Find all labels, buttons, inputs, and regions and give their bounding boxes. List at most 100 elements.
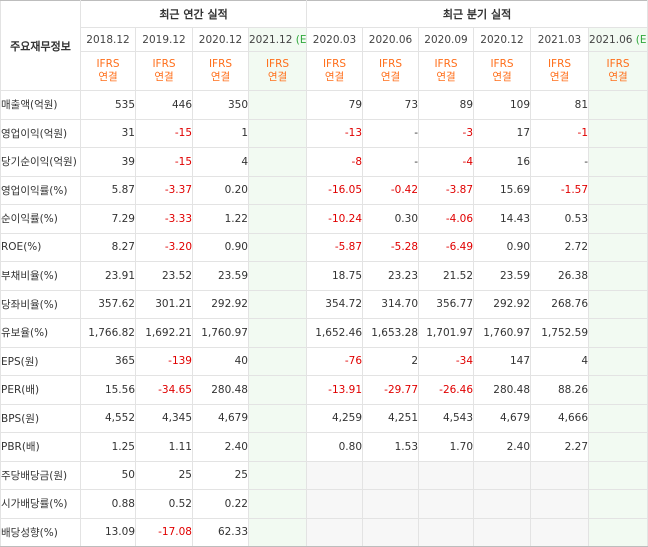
table-cell: 79 <box>306 90 364 120</box>
table-cell: -10.24 <box>306 204 364 234</box>
ifrs-standard: IFRS <box>322 58 347 70</box>
ifrs-label: IFRS 연결 <box>473 51 532 91</box>
ifrs-consolidated: 연결 <box>267 71 288 83</box>
ifrs-label: IFRS 연결 <box>192 51 249 91</box>
table-cell: 1,760.97 <box>192 318 249 348</box>
table-cell: 1 <box>192 118 249 148</box>
table-cell: 7.29 <box>80 204 136 234</box>
ifrs-label: IFRS 연결 <box>306 51 364 91</box>
period-date: 2021.12 <box>249 33 293 46</box>
period-header: 2021.12 (E) <box>247 27 308 52</box>
row-label: 주당배당금(원) <box>0 460 81 490</box>
period-header: 2020.12 <box>473 27 532 52</box>
table-cell <box>247 118 308 148</box>
ifrs-standard: IFRS <box>490 58 514 70</box>
table-row: PER(배) 15.56 -34.65 280.48 -13.91 -29.77 -26.4… <box>0 375 648 405</box>
table-row: 시가배당률(%) 0.88 0.52 0.22 <box>0 489 648 519</box>
table-cell: 73 <box>362 90 420 120</box>
ifrs-standard: IFRS <box>208 58 233 70</box>
table-cell: 4,679 <box>192 403 249 433</box>
table-cell <box>588 147 648 177</box>
table-cell: -17.08 <box>135 517 193 547</box>
table-cell <box>247 346 308 376</box>
ifrs-standard: IFRS <box>152 58 176 70</box>
table-cell <box>247 147 308 177</box>
estimate-tag: (E) <box>635 33 647 46</box>
ifrs-label: IFRS 연결 <box>418 51 475 91</box>
table-cell: -34 <box>418 346 475 376</box>
table-cell: -3.87 <box>418 175 475 205</box>
table-cell: - <box>362 147 420 177</box>
table-cell <box>247 204 308 234</box>
quarterly-group-header: 최근 분기 실적 <box>306 0 648 28</box>
ifrs-consolidated: 연결 <box>380 71 401 83</box>
ifrs-label: IFRS 연결 <box>135 51 193 91</box>
period-header: 2020.03 <box>306 27 364 52</box>
table-row: EPS(원) 365 -139 40 -76 2 -34 147 4 <box>0 346 648 376</box>
table-cell <box>588 517 648 547</box>
row-label: ROE(%) <box>0 232 81 262</box>
table-cell: 1.25 <box>80 432 136 462</box>
table-cell: 292.92 <box>473 289 532 319</box>
table-cell: 15.56 <box>80 375 136 405</box>
table-cell: 4 <box>530 346 590 376</box>
ifrs-standard: IFRS <box>265 58 290 70</box>
table-cell: 4,543 <box>418 403 475 433</box>
table-cell: -1 <box>530 118 590 148</box>
table-cell <box>418 460 475 490</box>
table-cell: 4,679 <box>473 403 532 433</box>
table-cell: -3.33 <box>135 204 193 234</box>
table-row: 영업이익(억원) 31 -15 1 -13- -3 17 -1 <box>0 118 648 148</box>
table-cell: 13.09 <box>80 517 136 547</box>
table-cell: 26.38 <box>530 261 590 291</box>
table-cell: - <box>530 147 590 177</box>
period-date: 2020.06 <box>368 33 413 46</box>
table-row: 당기순이익(억원) 39 -15 4 -8- -4 16- <box>0 147 648 177</box>
ifrs-standard: IFRS <box>378 58 403 70</box>
row-label: 매출액(억원) <box>0 90 81 120</box>
table-cell: 365 <box>80 346 136 376</box>
table-cell: 2.40 <box>473 432 532 462</box>
table-cell: 1,692.21 <box>135 318 193 348</box>
table-cell <box>588 346 648 376</box>
table-cell: 89 <box>418 90 475 120</box>
table-cell: 4,666 <box>530 403 590 433</box>
table-cell <box>306 489 364 519</box>
table-cell: -16.05 <box>306 175 364 205</box>
table-cell: 39 <box>80 147 136 177</box>
table-cell: 18.75 <box>306 261 364 291</box>
table-cell <box>530 517 590 547</box>
table-cell <box>247 289 308 319</box>
ifrs-consolidated: 연결 <box>549 71 570 83</box>
table-cell: 350 <box>192 90 249 120</box>
period-date: 2020.12 <box>198 33 243 46</box>
table-cell <box>588 489 648 519</box>
table-cell: -5.87 <box>306 232 364 262</box>
table-cell: 4,251 <box>362 403 420 433</box>
table-cell <box>362 460 420 490</box>
table-cell <box>247 375 308 405</box>
row-label: 순이익률(%) <box>0 204 81 234</box>
ifrs-consolidated: 연결 <box>210 71 231 83</box>
table-row: 주당배당금(원) 50 25 25 <box>0 460 648 490</box>
period-date: 2020.12 <box>480 33 524 46</box>
table-cell: 2.72 <box>530 232 590 262</box>
table-cell: -0.42 <box>362 175 420 205</box>
row-label: 영업이익(억원) <box>0 118 81 148</box>
table-cell: -13 <box>306 118 364 148</box>
table-cell: 16 <box>473 147 532 177</box>
table-cell: 25 <box>135 460 193 490</box>
ifrs-consolidated: 연결 <box>324 71 345 83</box>
table-cell: 81 <box>530 90 590 120</box>
table-row: 유보율(%) 1,766.82 1,692.21 1,760.97 1,652.46 1,… <box>0 318 648 348</box>
table-cell: 15.69 <box>473 175 532 205</box>
ifrs-consolidated: 연결 <box>154 71 174 83</box>
estimate-tag: (E) <box>295 33 307 46</box>
ifrs-consolidated: 연결 <box>436 71 456 83</box>
table-cell <box>530 489 590 519</box>
table-cell: 17 <box>473 118 532 148</box>
period-date: 2018.12 <box>86 33 130 46</box>
table-cell <box>247 90 308 120</box>
row-label: 부채비율(%) <box>0 261 81 291</box>
